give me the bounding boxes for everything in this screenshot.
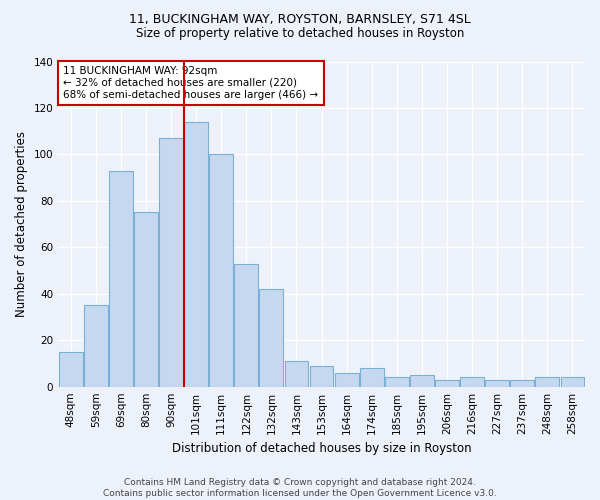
Bar: [560, 378, 584, 386]
Bar: [235, 264, 258, 386]
Bar: [460, 378, 484, 386]
Bar: [511, 380, 534, 386]
Bar: [259, 289, 283, 386]
Text: Contains HM Land Registry data © Crown copyright and database right 2024.
Contai: Contains HM Land Registry data © Crown c…: [103, 478, 497, 498]
Bar: [535, 378, 559, 386]
Bar: [310, 366, 334, 386]
Bar: [209, 154, 233, 386]
Bar: [335, 372, 359, 386]
Bar: [485, 380, 509, 386]
Bar: [109, 170, 133, 386]
Bar: [410, 375, 434, 386]
Y-axis label: Number of detached properties: Number of detached properties: [15, 131, 28, 317]
Text: 11, BUCKINGHAM WAY, ROYSTON, BARNSLEY, S71 4SL: 11, BUCKINGHAM WAY, ROYSTON, BARNSLEY, S…: [129, 12, 471, 26]
Bar: [184, 122, 208, 386]
Text: Size of property relative to detached houses in Royston: Size of property relative to detached ho…: [136, 28, 464, 40]
X-axis label: Distribution of detached houses by size in Royston: Distribution of detached houses by size …: [172, 442, 472, 455]
Bar: [59, 352, 83, 386]
Bar: [134, 212, 158, 386]
Bar: [360, 368, 383, 386]
Bar: [385, 378, 409, 386]
Text: 11 BUCKINGHAM WAY: 92sqm
← 32% of detached houses are smaller (220)
68% of semi-: 11 BUCKINGHAM WAY: 92sqm ← 32% of detach…: [64, 66, 319, 100]
Bar: [435, 380, 459, 386]
Bar: [84, 306, 108, 386]
Bar: [159, 138, 183, 386]
Bar: [284, 361, 308, 386]
